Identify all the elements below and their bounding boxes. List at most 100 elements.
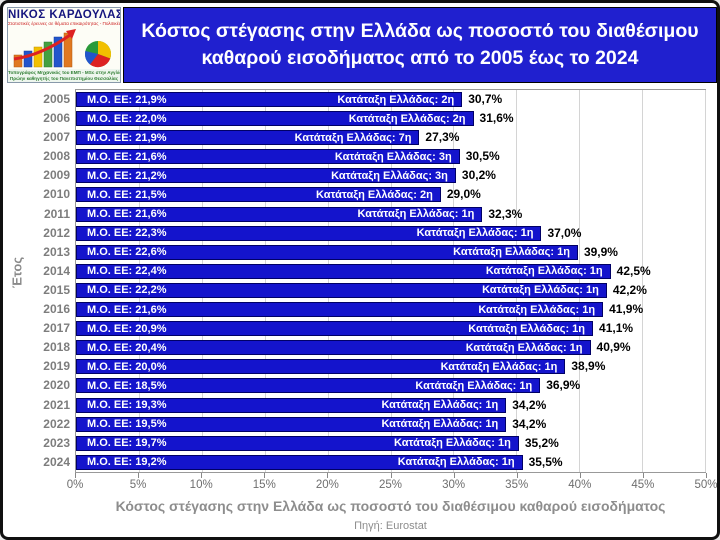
- year-label: 2020: [43, 378, 70, 393]
- bar-row: 2018 Μ.Ο. ΕΕ: 20,4% Κατάταξη Ελλάδας: 1η 40…: [43, 338, 705, 357]
- year-label: 2018: [43, 340, 70, 355]
- gridline: [705, 90, 706, 472]
- bar-row: 2020 Μ.Ο. ΕΕ: 18,5% Κατάταξη Ελλάδας: 1η 36…: [43, 376, 705, 395]
- greece-rank-label: Κατάταξη Ελλάδας: 3η: [331, 169, 448, 182]
- gridline: [138, 90, 140, 472]
- eu-average-label: Μ.Ο. ΕΕ: 21,6%: [87, 303, 167, 316]
- bar-row: 2013 Μ.Ο. ΕΕ: 22,6% Κατάταξη Ελλάδας: 1η 39…: [43, 243, 705, 262]
- bar-row: 2006 Μ.Ο. ΕΕ: 22,0% Κατάταξη Ελλάδας: 2η 31…: [43, 109, 705, 128]
- year-label: 2011: [43, 206, 70, 221]
- bar-value-label: 32,3%: [488, 206, 523, 221]
- value-bar: Μ.Ο. ΕΕ: 20,9% Κατάταξη Ελλάδας: 1η: [76, 321, 594, 337]
- eu-average-label: Μ.Ο. ΕΕ: 21,6%: [87, 208, 167, 221]
- bar-row: 2019 Μ.Ο. ΕΕ: 20,0% Κατάταξη Ελλάδας: 1η 38…: [43, 357, 705, 376]
- year-label: 2015: [43, 282, 70, 297]
- value-bar: Μ.Ο. ΕΕ: 19,5% Κατάταξη Ελλάδας: 1η: [76, 416, 507, 432]
- eu-average-label: Μ.Ο. ΕΕ: 20,4%: [87, 341, 167, 354]
- x-tick-label: 20%: [315, 479, 339, 491]
- x-tick-mark: [201, 473, 203, 478]
- year-label: 2006: [43, 111, 70, 126]
- eu-average-label: Μ.Ο. ΕΕ: 19,3%: [87, 399, 167, 411]
- bar-row: 2011 Μ.Ο. ΕΕ: 21,6% Κατάταξη Ελλάδας: 1η 32…: [44, 205, 705, 224]
- bar-row: 2015 Μ.Ο. ΕΕ: 22,2% Κατάταξη Ελλάδας: 1η 42…: [43, 281, 705, 300]
- eu-average-label: Μ.Ο. ΕΕ: 20,0%: [87, 360, 167, 373]
- year-label: 2009: [43, 168, 70, 183]
- bar-value-label: 41,1%: [599, 321, 634, 336]
- year-label: 2024: [43, 454, 70, 469]
- bar-row: 2005 Μ.Ο. ΕΕ: 21,9% Κατάταξη Ελλάδας: 2η 30…: [43, 90, 705, 109]
- bar-value-label: 37,0%: [547, 225, 582, 240]
- value-bar: Μ.Ο. ΕΕ: 19,7% Κατάταξη Ελλάδας: 1η: [76, 435, 519, 451]
- greece-rank-label: Κατάταξη Ελλάδας: 7η: [294, 131, 412, 144]
- gridline: [201, 90, 203, 472]
- year-label: 2010: [43, 187, 70, 202]
- logo-title: ΝΙΚΟΣ ΚΑΡΔΟΥΛΑΣ: [8, 9, 121, 21]
- bar-value-label: 27,3%: [425, 130, 460, 145]
- title-banner: Κόστος στέγασης στην Ελλάδα ως ποσοστό τ…: [123, 7, 717, 83]
- x-axis-title: Κόστος στέγασης στην Ελλάδα ως ποσοστό τ…: [115, 498, 666, 514]
- logo: ΝΙΚΟΣ ΚΑΡΔΟΥΛΑΣ Στατιστικές έρευνες σε θ…: [7, 7, 121, 83]
- year-label: 2014: [43, 263, 70, 278]
- logo-chart-graphic: [8, 27, 120, 69]
- bar-row: 2009 Μ.Ο. ΕΕ: 21,2% Κατάταξη Ελλάδας: 3η 30…: [43, 166, 705, 185]
- year-label: 2008: [43, 149, 70, 164]
- eu-average-label: Μ.Ο. ΕΕ: 21,9%: [87, 131, 167, 144]
- year-label: 2023: [43, 435, 70, 450]
- bar-row: 2017 Μ.Ο. ΕΕ: 20,9% Κατάταξη Ελλάδας: 1η 41…: [43, 319, 705, 338]
- eu-average-label: Μ.Ο. ΕΕ: 22,4%: [87, 265, 167, 278]
- bar-value-label: 35,5%: [528, 454, 563, 469]
- greece-rank-label: Κατάταξη Ελλάδας: 1η: [468, 322, 586, 335]
- bar-value-label: 30,5%: [465, 149, 500, 164]
- logo-footer-line1: Τοπογράφος Μηχανικός του ΕΜΠ - MSc στην …: [8, 70, 121, 75]
- eu-average-label: Μ.Ο. ΕΕ: 19,5%: [87, 418, 167, 431]
- value-bar: Μ.Ο. ΕΕ: 19,3% Κατάταξη Ελλάδας: 1η: [76, 397, 507, 413]
- x-tick-mark: [75, 473, 76, 478]
- logo-footer: Τοπογράφος Μηχανικός του ΕΜΠ - MSc στην …: [8, 69, 121, 82]
- eu-average-label: Μ.Ο. ΕΕ: 22,0%: [87, 112, 167, 125]
- value-bar: Μ.Ο. ΕΕ: 21,6% Κατάταξη Ελλάδας: 3η: [76, 149, 460, 165]
- x-tick-mark: [706, 473, 707, 478]
- bar-row: 2021 Μ.Ο. ΕΕ: 19,3% Κατάταξη Ελλάδας: 1η 34…: [43, 396, 705, 415]
- bar-value-label: 36,9%: [546, 378, 581, 393]
- bar-row: 2010 Μ.Ο. ΕΕ: 21,5% Κατάταξη Ελλάδας: 2η 29…: [43, 185, 705, 204]
- year-label: 2021: [43, 397, 70, 412]
- x-tick-label: 5%: [129, 479, 147, 491]
- bar-row: 2014 Μ.Ο. ΕΕ: 22,4% Κατάταξη Ελλάδας: 1η 42…: [43, 262, 705, 281]
- value-bar: Μ.Ο. ΕΕ: 22,2% Κατάταξη Ελλάδας: 1η: [76, 282, 607, 298]
- greece-rank-label: Κατάταξη Ελλάδας: 1η: [485, 265, 603, 278]
- gridline: [642, 90, 644, 472]
- x-tick-mark: [264, 473, 266, 478]
- bar-row: 2008 Μ.Ο. ΕΕ: 21,6% Κατάταξη Ελλάδας: 3η 30…: [43, 147, 705, 166]
- bar-value-label: 38,9%: [571, 359, 606, 374]
- value-bar: Μ.Ο. ΕΕ: 20,4% Κατάταξη Ελλάδας: 1η: [76, 340, 591, 356]
- year-label: 2022: [43, 416, 70, 431]
- eu-average-label: Μ.Ο. ΕΕ: 19,2%: [87, 456, 167, 469]
- bar-row: 2016 Μ.Ο. ΕΕ: 21,6% Κατάταξη Ελλάδας: 1η 41…: [43, 300, 705, 319]
- greece-rank-label: Κατάταξη Ελλάδας: 1η: [453, 246, 570, 259]
- bar-value-label: 40,9%: [596, 340, 631, 355]
- year-label: 2007: [43, 130, 70, 145]
- page-title: Κόστος στέγασης στην Ελλάδα ως ποσοστό τ…: [141, 20, 699, 69]
- bar-row: 2012 Μ.Ο. ΕΕ: 22,3% Κατάταξη Ελλάδας: 1η 37…: [43, 224, 705, 243]
- greece-rank-label: Κατάταξη Ελλάδας: 1η: [482, 284, 599, 297]
- greece-rank-label: Κατάταξη Ελλάδας: 2η: [337, 93, 455, 106]
- bar-value-label: 35,2%: [524, 435, 559, 450]
- bar-value-label: 42,2%: [612, 282, 647, 297]
- value-bar: Μ.Ο. ΕΕ: 22,0% Κατάταξη Ελλάδας: 2η: [76, 111, 474, 127]
- gridline: [327, 90, 329, 472]
- value-bar: Μ.Ο. ΕΕ: 21,6% Κατάταξη Ελλάδας: 1η: [76, 206, 483, 222]
- greece-rank-label: Κατάταξη Ελλάδας: 2η: [348, 112, 466, 125]
- value-bar: Μ.Ο. ΕΕ: 19,2% Κατάταξη Ελλάδας: 1η: [76, 454, 523, 470]
- year-label: 2019: [43, 359, 70, 374]
- x-tick-label: 30%: [442, 479, 466, 491]
- greece-rank-label: Κατάταξη Ελλάδας: 3η: [334, 150, 452, 163]
- gridline: [579, 90, 581, 472]
- x-tick-label: 25%: [378, 479, 403, 491]
- gridline: [516, 90, 518, 472]
- source-caption: Πηγή: Eurostat: [354, 520, 427, 532]
- bar-row: 2023 Μ.Ο. ΕΕ: 19,7% Κατάταξη Ελλάδας: 1η 35…: [43, 434, 705, 453]
- value-bar: Μ.Ο. ΕΕ: 20,0% Κατάταξη Ελλάδας: 1η: [76, 359, 566, 375]
- gridline: [453, 90, 455, 472]
- x-tick-label: 10%: [189, 479, 213, 491]
